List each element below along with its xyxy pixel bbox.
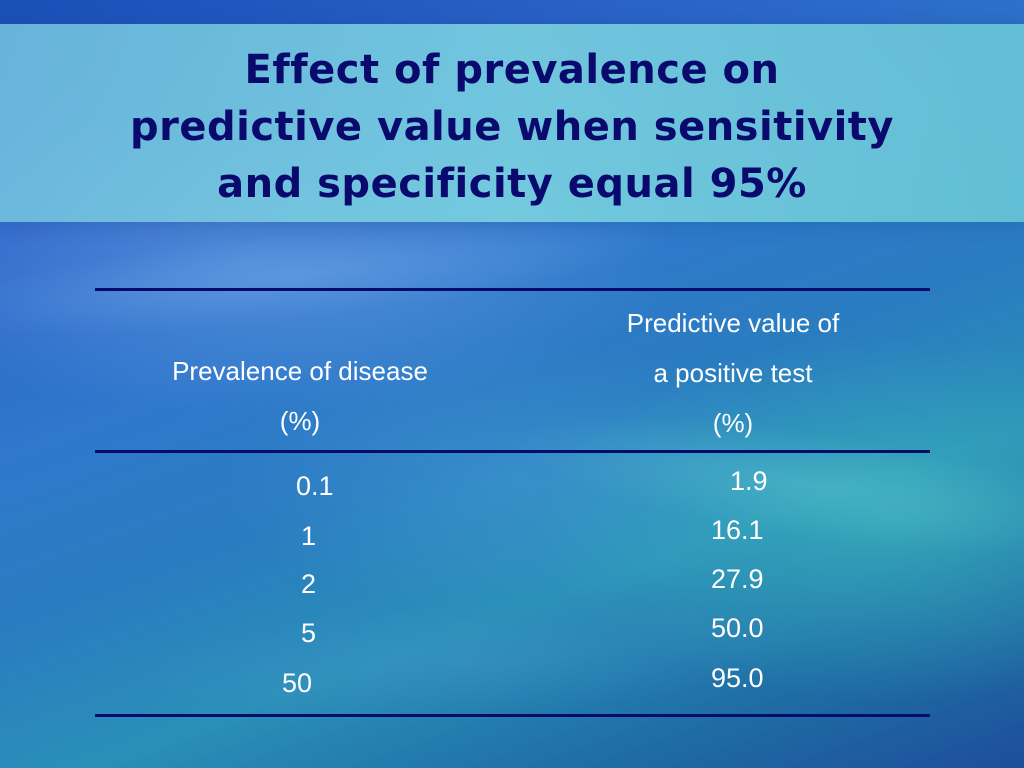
ppv-value: 95.0 bbox=[711, 663, 764, 693]
ppv-value: 1.9 bbox=[730, 466, 768, 496]
column-header-line: (%) bbox=[279, 406, 321, 436]
slide-title: Effect of prevalence on predictive value… bbox=[40, 42, 984, 213]
table-bottom-rule bbox=[95, 714, 930, 717]
column-header-line: Prevalence of disease bbox=[172, 356, 428, 386]
column-header-line: a positive test bbox=[653, 358, 813, 388]
column-header-line: (%) bbox=[712, 408, 754, 438]
prevalence-value: 1 bbox=[301, 521, 317, 551]
ppv-value: 27.9 bbox=[711, 564, 764, 594]
prevalence-value: 50 bbox=[282, 668, 313, 698]
table-top-rule bbox=[95, 288, 930, 291]
prevalence-value: 2 bbox=[301, 569, 317, 599]
prevalence-value: 5 bbox=[301, 618, 317, 648]
background-streak bbox=[116, 575, 824, 745]
column-header-line: Predictive value of bbox=[626, 308, 840, 338]
ppv-value: 50.0 bbox=[711, 613, 764, 643]
title-band bbox=[0, 24, 1024, 222]
column-header-ppv: Predictive value of a positive test (%) bbox=[548, 298, 918, 448]
column-header-prevalence: Prevalence of disease (%) bbox=[110, 346, 490, 446]
slide-title-line: and specificity equal 95% bbox=[217, 161, 807, 207]
slide-title-line: predictive value when sensitivity bbox=[129, 104, 895, 150]
slide-title-line: Effect of prevalence on bbox=[244, 47, 780, 93]
prevalence-value: 0.1 bbox=[296, 471, 334, 501]
table-header-rule bbox=[95, 450, 930, 453]
ppv-value: 16.1 bbox=[711, 515, 764, 545]
